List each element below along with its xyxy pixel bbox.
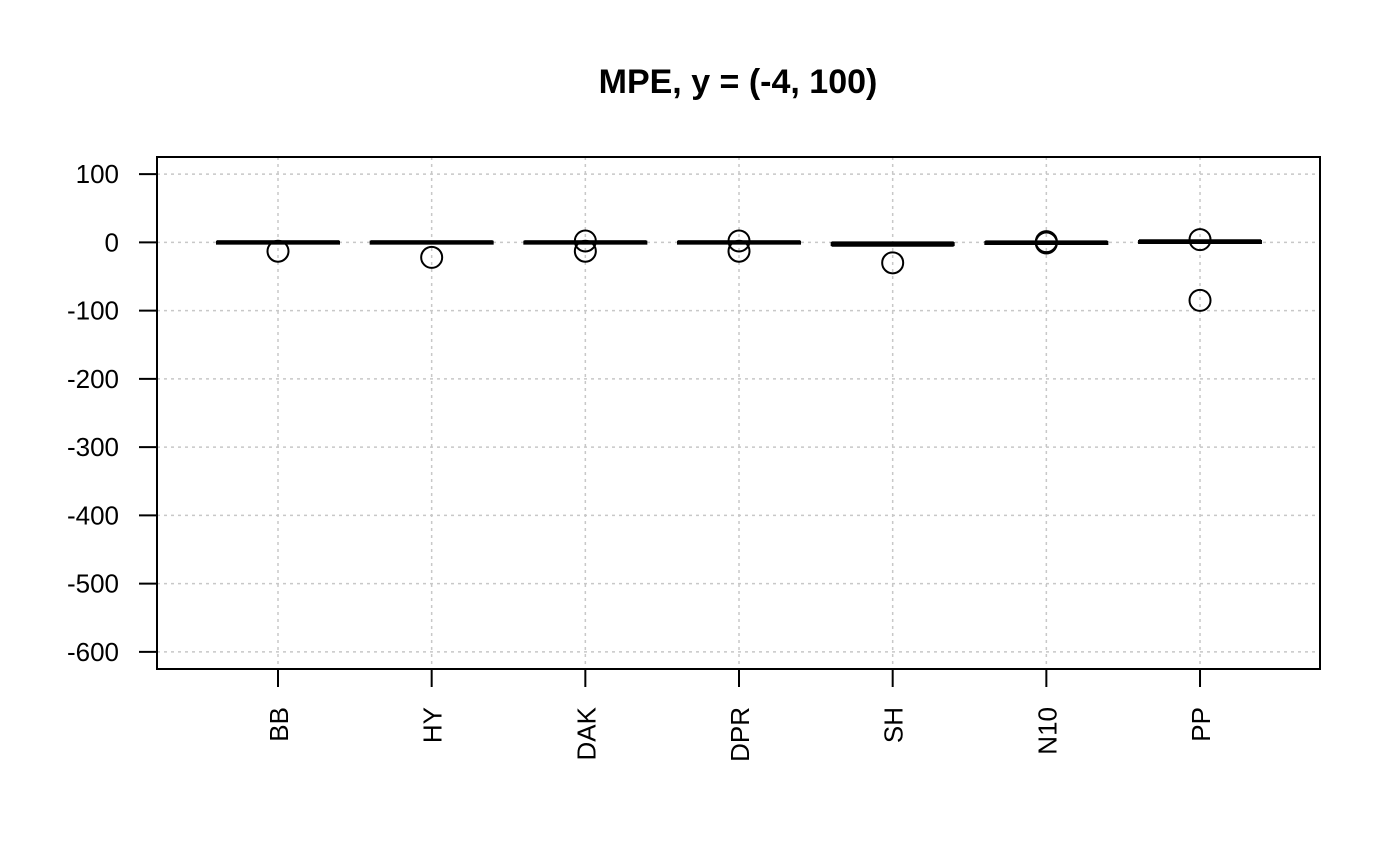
- outlier-point: [1034, 231, 1058, 255]
- y-tick-label: -200: [67, 364, 119, 394]
- y-tick-label: -500: [67, 569, 119, 599]
- outlier-point: [266, 239, 290, 263]
- x-tick-label: BB: [264, 707, 294, 742]
- x-tick-label: SH: [879, 707, 909, 743]
- x-tick-label: PP: [1186, 707, 1216, 742]
- chart-title: MPE, y = (-4, 100): [599, 63, 878, 101]
- outlier-point: [573, 229, 597, 253]
- outlier-point: [573, 239, 597, 263]
- y-tick-label: 100: [76, 159, 119, 189]
- outlier-point: [1188, 288, 1212, 312]
- outlier-point: [1188, 228, 1212, 252]
- outlier-point: [727, 239, 751, 263]
- x-tick-label: DPR: [725, 707, 755, 762]
- y-axis: 100 0 -100 -200 -300 -400 -500 -600: [67, 159, 157, 667]
- outlier-point: [881, 251, 905, 275]
- x-tick-label: HY: [418, 707, 448, 743]
- x-tick-label: DAK: [571, 706, 601, 760]
- y-tick-label: -100: [67, 296, 119, 326]
- x-axis: BB HY DAK DPR SH N10 PP: [264, 669, 1216, 762]
- outlier-point: [420, 245, 444, 269]
- y-tick-label: -300: [67, 432, 119, 462]
- y-tick-label: 0: [105, 227, 119, 257]
- outlier-point: [727, 229, 751, 253]
- x-tick-label: N10: [1032, 707, 1062, 755]
- y-tick-label: -400: [67, 500, 119, 530]
- y-tick-label: -600: [67, 637, 119, 667]
- outlier-points: [266, 228, 1212, 312]
- box-plots: [216, 239, 1263, 247]
